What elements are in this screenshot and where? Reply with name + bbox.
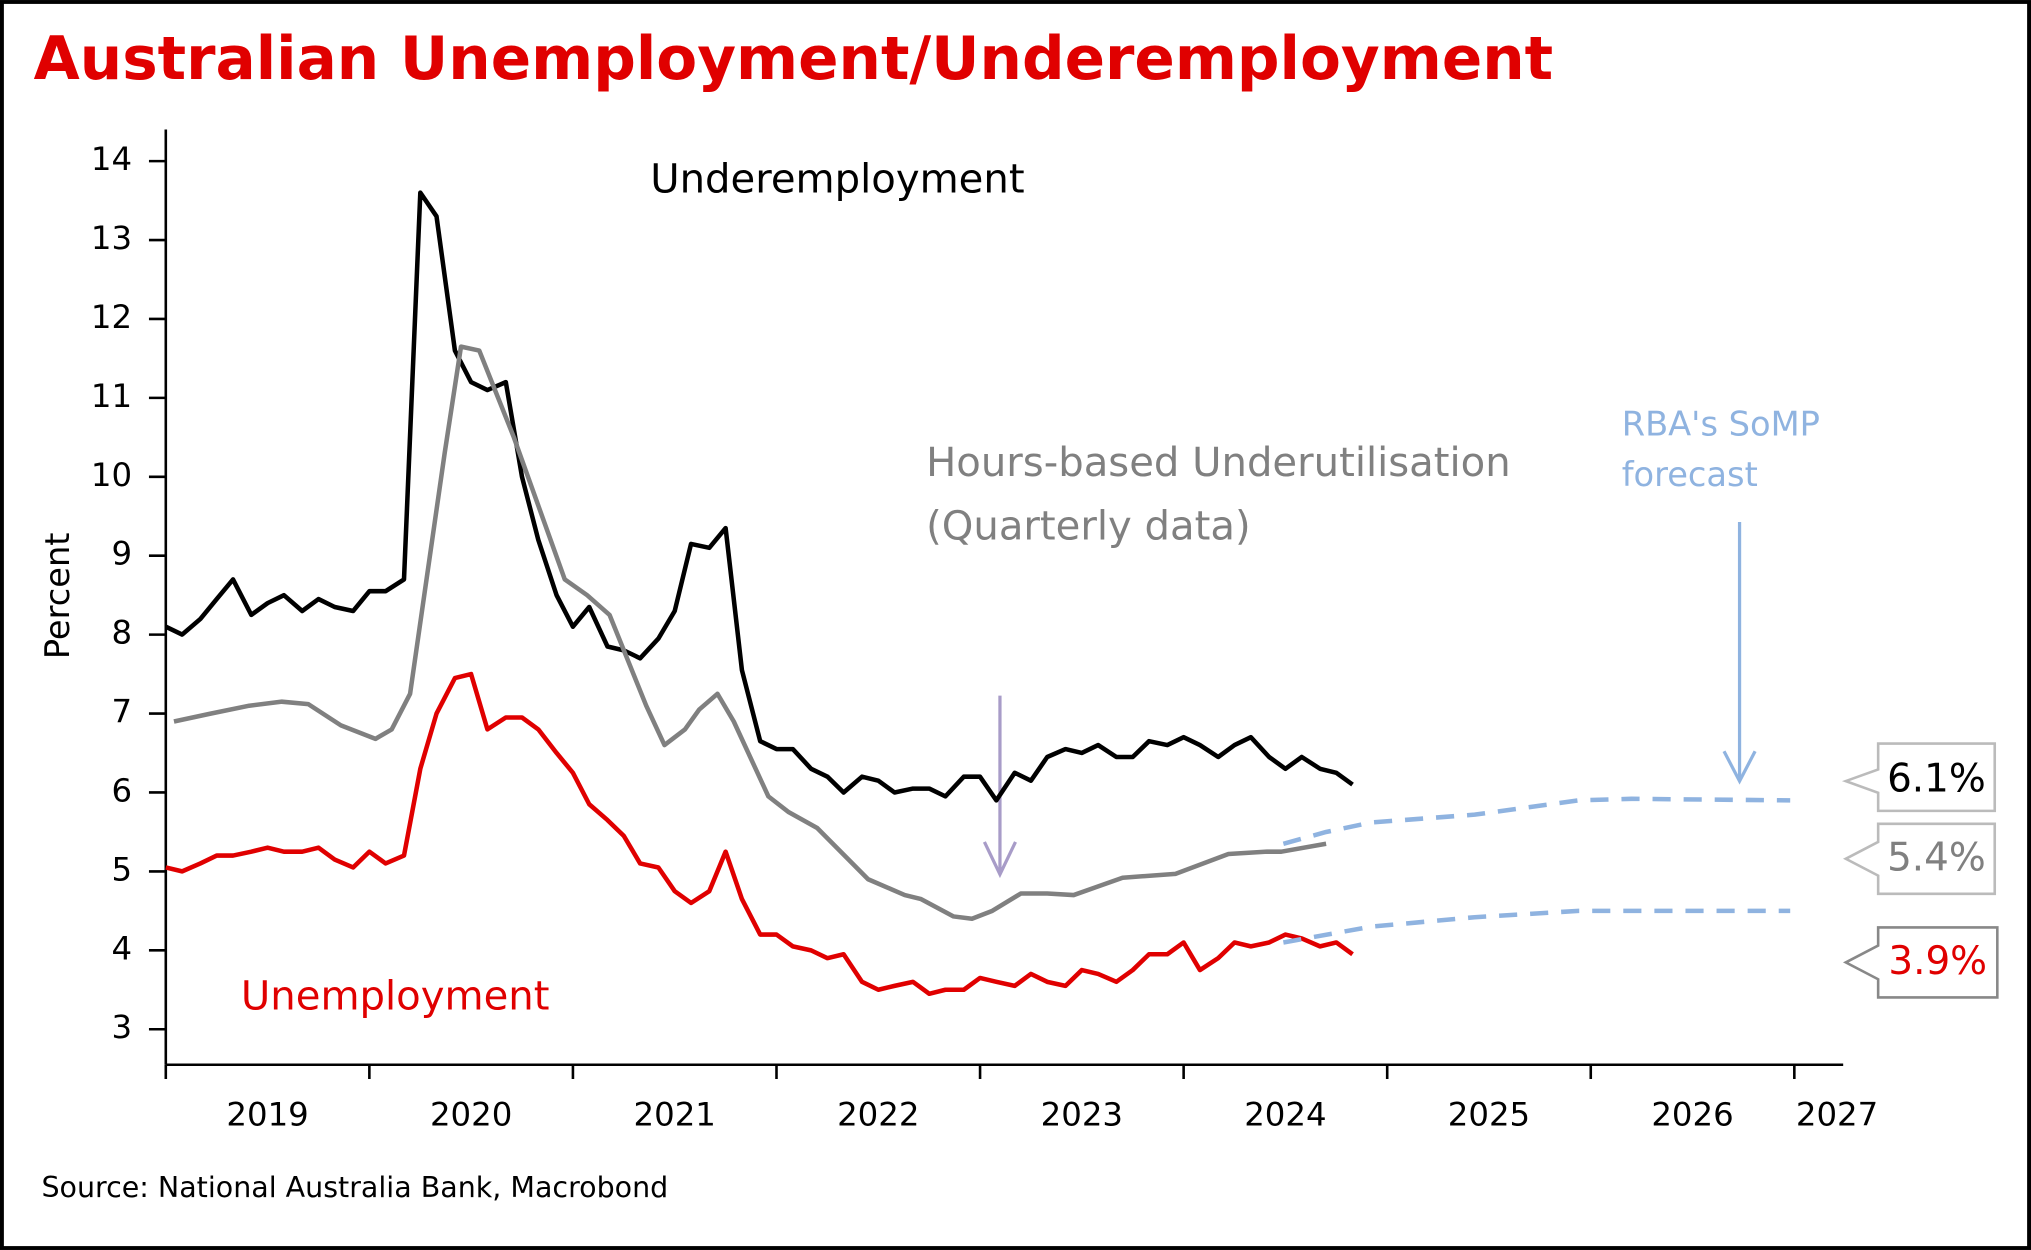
callout: [1842, 822, 1997, 896]
x-tick-label: 2022: [837, 1096, 919, 1134]
x-tick-label: 2027: [1796, 1096, 1878, 1134]
arrow-head: [1722, 750, 1757, 785]
chart-title: Australian Unemployment/Underemployment: [34, 25, 1553, 94]
y-tick-label: 4: [112, 929, 133, 967]
arrow-head: [982, 841, 1017, 879]
callout: [1842, 926, 1999, 999]
series-line: [173, 344, 1327, 922]
annotation: Underemployment: [650, 156, 1024, 202]
x-tick-label: 2026: [1651, 1096, 1733, 1134]
x-tick-label: 2019: [226, 1096, 308, 1134]
y-tick-label: 14: [91, 140, 132, 178]
y-tick-label: 10: [91, 456, 132, 494]
x-tick-label: 2023: [1041, 1096, 1123, 1134]
source: Source: National Australia Bank, Macrobo…: [41, 1171, 668, 1204]
x-tick-label: 2025: [1448, 1096, 1530, 1134]
y-tick-label: 11: [91, 377, 132, 415]
annotation: Unemployment: [241, 974, 550, 1020]
y-tick-label: 9: [112, 535, 133, 573]
y-tick-label: 13: [91, 219, 132, 257]
y-tick-label: 7: [112, 693, 133, 731]
x-tick-label: 2020: [430, 1096, 512, 1134]
annotation: (Quarterly data): [926, 504, 1250, 550]
y-tick-label: 6: [112, 771, 133, 809]
series-line: [1282, 796, 1791, 846]
callout: [1841, 742, 1997, 813]
x-tick-label: 2021: [634, 1096, 716, 1134]
y-tick-label: 5: [112, 850, 133, 888]
arrows: [982, 522, 1757, 879]
annotation: Hours-based Underutilisation: [926, 440, 1511, 486]
x-tick-label: 2024: [1244, 1096, 1326, 1134]
y-tick-label: 3: [112, 1008, 133, 1046]
annotation: RBA's SoMP: [1622, 405, 1820, 444]
end-label: 6.1%: [1887, 757, 1986, 802]
series-line: [164, 190, 1354, 803]
end-label-boxes: [1841, 742, 1999, 999]
series-line: [1282, 908, 1791, 945]
series-line: [165, 671, 1354, 997]
y-tick-label: 8: [112, 614, 133, 652]
y-axis-label: Percent: [38, 533, 77, 660]
end-label: 3.9%: [1888, 939, 1987, 984]
annotation: forecast: [1622, 455, 1758, 494]
y-tick-label: 12: [91, 298, 132, 336]
end-label: 5.4%: [1887, 836, 1986, 881]
